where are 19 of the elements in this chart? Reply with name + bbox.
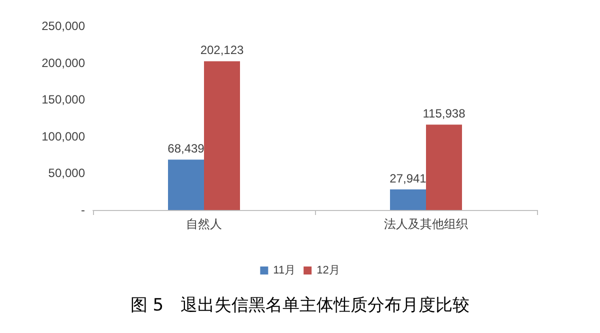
data-label: 115,938 [422, 106, 466, 121]
bar [390, 189, 426, 210]
bar [168, 160, 204, 210]
y-tick-label: 250,000 [42, 19, 86, 33]
data-label: 68,439 [168, 142, 205, 156]
x-tick-label: 法人及其他组织 [384, 217, 468, 231]
legend-label: 12月 [316, 264, 340, 276]
legend-label: 11月 [273, 264, 296, 276]
y-tick-label: 50,000 [48, 166, 86, 180]
bar [204, 61, 240, 210]
bar [426, 124, 462, 210]
y-tick-label: - [81, 203, 85, 217]
data-label: 27,941 [390, 171, 427, 186]
text: 图 5 退出失信黑名单主体性质分布月度比较 [130, 296, 470, 316]
data-label: 202,123 [200, 43, 244, 58]
x-tick-label: 自然人 [186, 217, 222, 231]
y-tick-label: 100,000 [42, 129, 86, 144]
y-tick-label: 200,000 [42, 56, 86, 70]
y-tick-label: 150,000 [42, 92, 86, 107]
